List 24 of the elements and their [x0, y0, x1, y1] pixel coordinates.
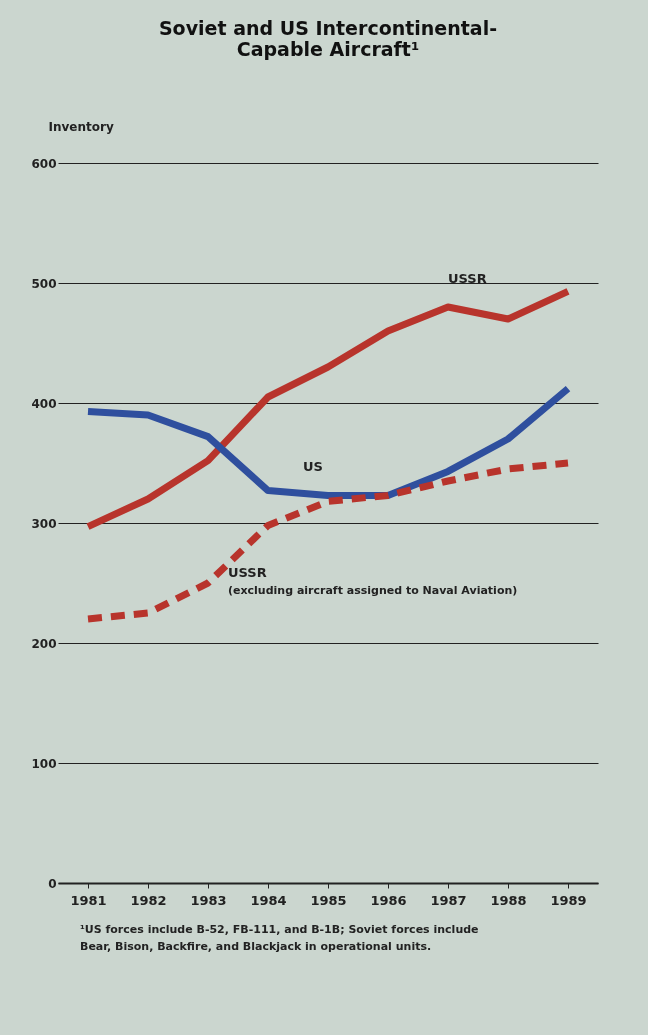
series-label: US	[303, 459, 323, 475]
text: Capable Aircraft¹	[236, 38, 420, 60]
x-tick-label: 1988	[490, 892, 527, 908]
y-tick-label: 500	[31, 276, 57, 291]
x-tick-label: 1987	[430, 892, 467, 908]
x-tick-label: 1982	[130, 892, 167, 908]
annotation: (excluding aircraft assigned to Naval Aviation)	[228, 584, 518, 598]
x-tick-label: 1983	[190, 892, 227, 908]
x-tick-label: 1981	[70, 892, 107, 908]
y-tick-label: 100	[31, 756, 57, 771]
x-tick-label: 1984	[250, 892, 287, 908]
y-tick-label: 400	[31, 396, 57, 411]
series-label: USSR	[448, 271, 487, 286]
x-tick-label: 1985	[310, 892, 347, 908]
text: ¹US forces include B-52, FB-111, and B-1B; Soviet forces include Bear, Bison, Backfire, and Blackjack in operational units.	[80, 922, 480, 955]
x-tick-label: 1986	[370, 892, 407, 908]
y-tick-label: 600	[31, 156, 57, 171]
x-tick-label: 1989	[550, 892, 587, 908]
text: Soviet and US Intercontinental-	[158, 17, 498, 39]
y-tick-label: 200	[31, 636, 57, 651]
series-label: USSR	[228, 565, 267, 581]
y-axis-title: Inventory	[48, 119, 114, 134]
y-tick-label: 0	[48, 876, 57, 891]
y-tick-label: 300	[31, 516, 57, 531]
